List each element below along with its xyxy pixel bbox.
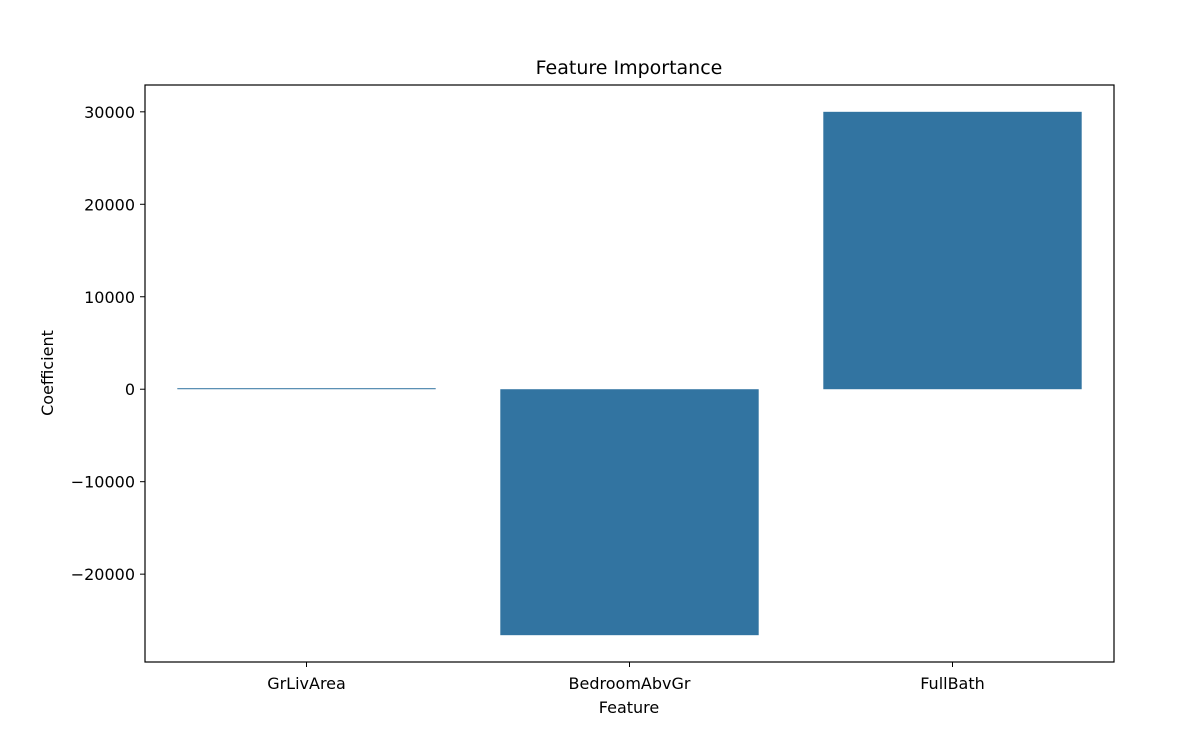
bar-BedroomAbvGr [500,389,759,636]
y-tick-label: 30000 [84,103,135,122]
y-axis-ticks: −20000 −10000 0 10000 20000 30000 [71,103,145,584]
x-tick-label: GrLivArea [267,674,346,693]
x-tick-label: BedroomAbvGr [569,674,691,693]
x-tick-label: FullBath [920,674,985,693]
y-tick-label: 20000 [84,195,135,214]
y-tick-label: −10000 [71,473,135,492]
bars-group [177,111,1082,636]
x-axis-label: Feature [599,698,659,717]
y-tick-label: 0 [125,380,135,399]
y-axis-label: Coefficient [38,330,57,416]
bar-FullBath [823,111,1082,390]
chart-title: Feature Importance [536,57,723,79]
bar-GrLivArea [177,388,436,390]
y-tick-label: −20000 [71,565,135,584]
x-axis-ticks: GrLivArea BedroomAbvGr FullBath [267,662,985,693]
y-tick-label: 10000 [84,288,135,307]
